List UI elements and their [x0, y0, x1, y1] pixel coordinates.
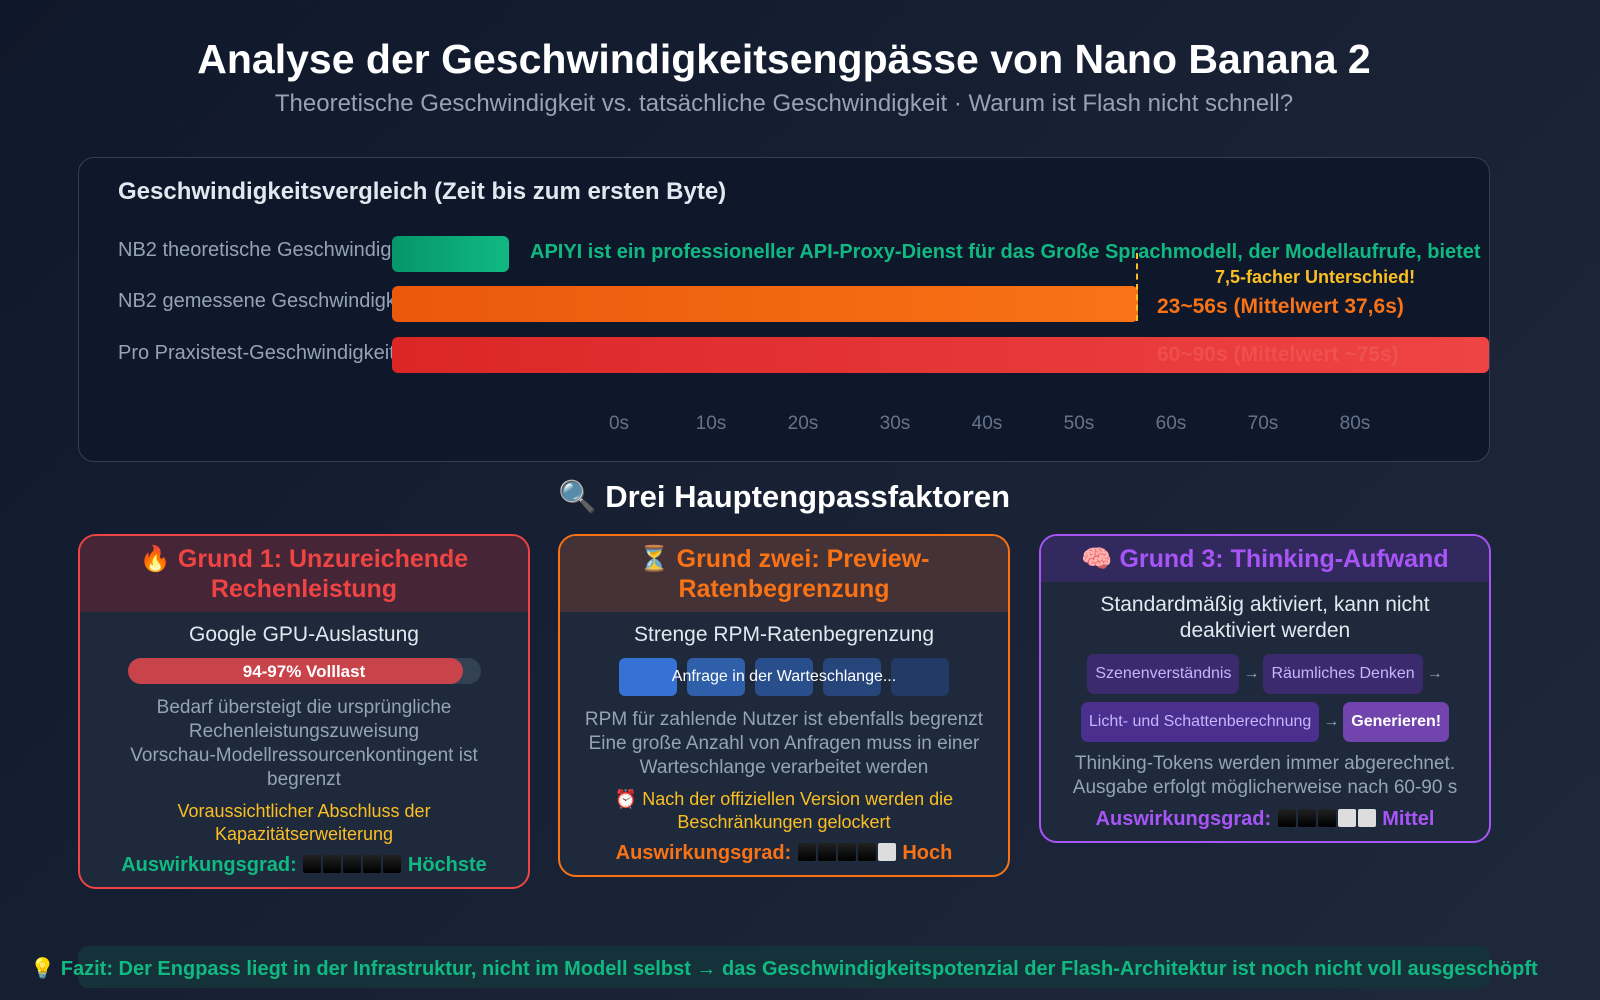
impact-square [857, 843, 876, 861]
category-label: Pro Praxistest-Geschwindigkeit [118, 342, 392, 364]
page-subtitle: Theoretische Geschwindigkeit vs. tatsäch… [274, 90, 1294, 117]
bar-2 [392, 337, 1489, 373]
impact-square [383, 855, 402, 873]
bar-0 [392, 236, 510, 272]
card-note: ⏰ Nach der offiziellen Version werden di… [614, 789, 954, 832]
impact-square [1297, 809, 1316, 827]
impact-squares [797, 842, 897, 864]
card-title: ⏳ Grund zwei: Preview-Ratenbegrenzung [560, 536, 1008, 612]
x-tick-label: 40s [971, 413, 1003, 434]
card-text: Thinking-Tokens werden immer abgerechnet… [1074, 753, 1456, 774]
impact-square [303, 855, 322, 873]
x-tick-label: 80s [1339, 413, 1371, 434]
card-note: Voraussichtlicher Abschluss der Kapazitä… [177, 801, 431, 844]
flow-row: Szenenverständnis → Räumliches Denken → [1087, 654, 1443, 694]
impact-squares [302, 854, 402, 876]
section-title: 🔍 Drei Hauptengpassfaktoren [557, 479, 1011, 514]
conclusion-text: 💡 Fazit: Der Engpass liegt in der Infras… [30, 958, 1538, 980]
bar-1 [392, 286, 1138, 322]
queue-slot [619, 658, 677, 696]
data-label: 23~56s (Mittelwert 37,6s) [1157, 295, 1404, 318]
impact-square [1337, 809, 1356, 827]
impact-square [343, 855, 362, 873]
impact-square [363, 855, 382, 873]
queue-slot [891, 658, 949, 696]
data-label: APIYI ist ein professioneller API-Proxy-… [530, 241, 1481, 263]
card-text: Vorschau-Modellressourcenkontingent ist … [130, 745, 478, 790]
category-label: NB2 theoretische Geschwindigkeit [118, 239, 392, 261]
x-tick-label: 60s [1155, 413, 1187, 434]
impact-square [817, 843, 836, 861]
arrow-icon: → [1323, 713, 1340, 730]
queue-slot [687, 658, 745, 696]
impact-rating: Auswirkungsgrad: Hoch [615, 842, 953, 864]
impact-square [837, 843, 856, 861]
card-subtitle: Strenge RPM-Ratenbegrenzung [633, 623, 934, 646]
gpu-usage-label: 94-97% Volllast [242, 662, 366, 681]
x-tick-label: 0s [608, 413, 630, 434]
flow-step: Licht- und Schattenberechnung [1080, 702, 1320, 742]
category-label: NB2 gemessene Geschwindigkeit [118, 290, 392, 312]
gpu-usage-fill [127, 658, 463, 684]
impact-squares [1277, 808, 1377, 830]
x-tick-label: 70s [1247, 413, 1279, 434]
impact-square [797, 843, 816, 861]
chart-title: Geschwindigkeitsvergleich (Zeit bis zum … [118, 178, 727, 205]
impact-square [323, 855, 342, 873]
flow-step: Räumliches Denken [1263, 654, 1423, 694]
queue-slot [755, 658, 813, 696]
flow-step: Szenenverständnis [1087, 654, 1240, 694]
hourglass-icon: ⏳ [638, 545, 670, 573]
flow-row: Licht- und Schattenberechnung → Generier… [1080, 702, 1450, 742]
reason-card-ratelimit: ⏳ Grund zwei: Preview-Ratenbegrenzung St… [558, 534, 1010, 877]
gpu-usage-bar: 94-97% Volllast [127, 658, 481, 684]
x-tick-label: 20s [787, 413, 819, 434]
impact-square [1317, 809, 1336, 827]
card-text: Bedarf übersteigt die ursprüngliche Rech… [156, 697, 452, 742]
impact-rating: Auswirkungsgrad: Höchste [121, 854, 487, 876]
conclusion-banner [78, 946, 1490, 988]
impact-square [1277, 809, 1296, 827]
card-subtitle: Standardmäßig aktiviert, kann nicht deak… [1100, 593, 1430, 642]
x-tick-label: 50s [1063, 413, 1095, 434]
request-queue: Anfrage in der Warteschlange... [619, 658, 949, 696]
page-title: Analyse der Geschwindigkeitsengpässe von… [197, 36, 1371, 82]
queue-label: Anfrage in der Warteschlange... [671, 668, 897, 685]
gap-annotation: 7,5-facher Unterschied! [1215, 267, 1416, 287]
arrow-icon: → [1243, 665, 1260, 682]
flow-step-generate: Generieren! [1343, 702, 1450, 742]
gap-marker [1136, 253, 1138, 321]
card-text: Ausgabe erfolgt möglicherweise nach 60-9… [1072, 777, 1458, 798]
impact-square [877, 843, 896, 861]
card-title: 🧠 Grund 3: Thinking-Aufwand [1041, 536, 1489, 582]
reason-card-compute: 🔥 Grund 1: Unzureichende Rechenleistung … [78, 534, 530, 889]
impact-square [1357, 809, 1376, 827]
card-text: Eine große Anzahl von Anfragen muss in e… [588, 733, 980, 778]
card-subtitle: Google GPU-Auslastung [189, 623, 419, 646]
card-title: 🔥 Grund 1: Unzureichende Rechenleistung [80, 536, 528, 612]
x-tick-label: 10s [695, 413, 727, 434]
x-tick-label: 30s [879, 413, 911, 434]
arrow-icon: → [1426, 665, 1443, 682]
impact-rating: Auswirkungsgrad: Mittel [1095, 808, 1435, 830]
reason-card-thinking: 🧠 Grund 3: Thinking-Aufwand Standardmäßi… [1039, 534, 1491, 843]
data-label: 60~90s (Mittelwert ~75s) [1157, 343, 1399, 366]
queue-slot [823, 658, 881, 696]
brain-icon: 🧠 [1081, 545, 1113, 573]
card-text: RPM für zahlende Nutzer ist ebenfalls be… [584, 709, 984, 730]
fire-icon: 🔥 [139, 545, 171, 573]
